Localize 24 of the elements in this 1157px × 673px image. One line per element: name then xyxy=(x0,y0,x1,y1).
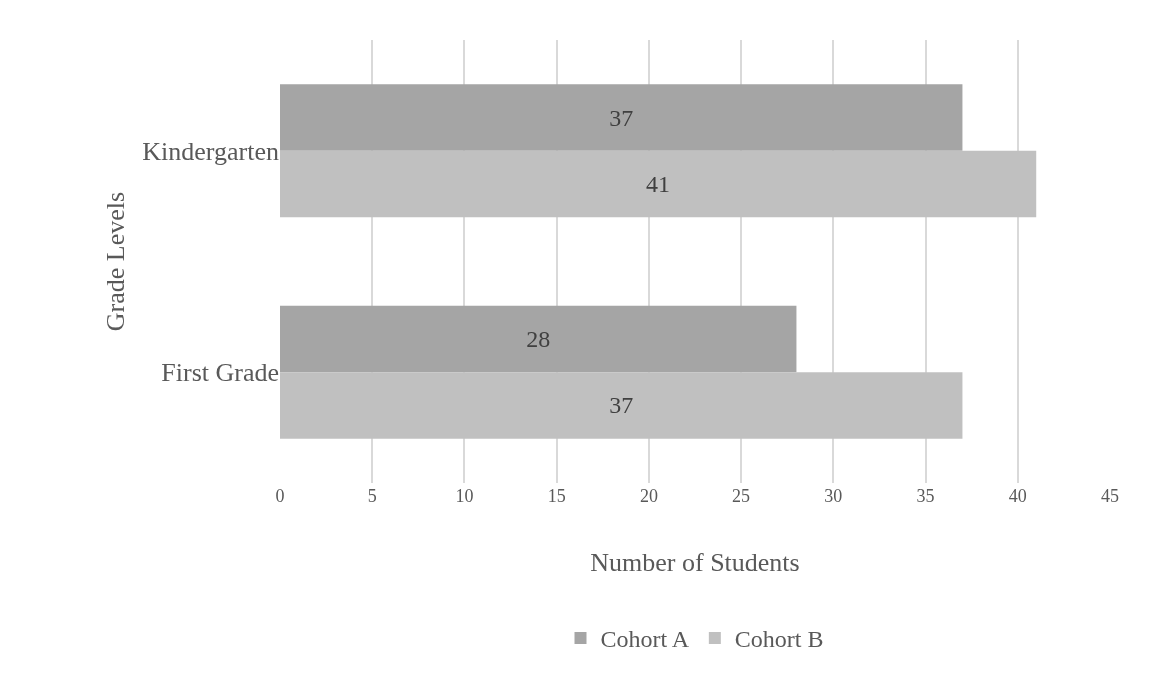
x-tick-label: 30 xyxy=(824,486,843,506)
x-tick-label: 5 xyxy=(367,486,377,506)
bar xyxy=(280,150,1037,218)
x-tick-label: 40 xyxy=(1008,486,1027,506)
legend-label: Cohort A xyxy=(600,626,690,653)
x-tick-label: 45 xyxy=(1101,486,1119,506)
bar xyxy=(280,305,797,373)
y-tick-label: Kindergarten xyxy=(142,136,279,166)
y-tick-label: First Grade xyxy=(161,358,279,388)
y-axis-title: Grade Levels xyxy=(100,191,130,332)
legend-label: Cohort B xyxy=(734,626,824,653)
data-label: 28 xyxy=(526,326,551,353)
data-label: 41 xyxy=(646,170,671,197)
x-tick-label: 20 xyxy=(639,486,658,506)
x-tick-label: 0 xyxy=(275,486,285,506)
x-tick-label: 25 xyxy=(732,486,751,506)
x-axis-title: Number of Students xyxy=(590,548,800,577)
x-tick-label: 10 xyxy=(455,486,474,506)
bar xyxy=(280,84,963,151)
data-label: 37 xyxy=(609,392,634,419)
bar xyxy=(280,372,963,439)
data-label: 37 xyxy=(609,104,634,131)
x-tick-label: 15 xyxy=(547,486,566,506)
x-tick-label: 35 xyxy=(916,486,935,506)
